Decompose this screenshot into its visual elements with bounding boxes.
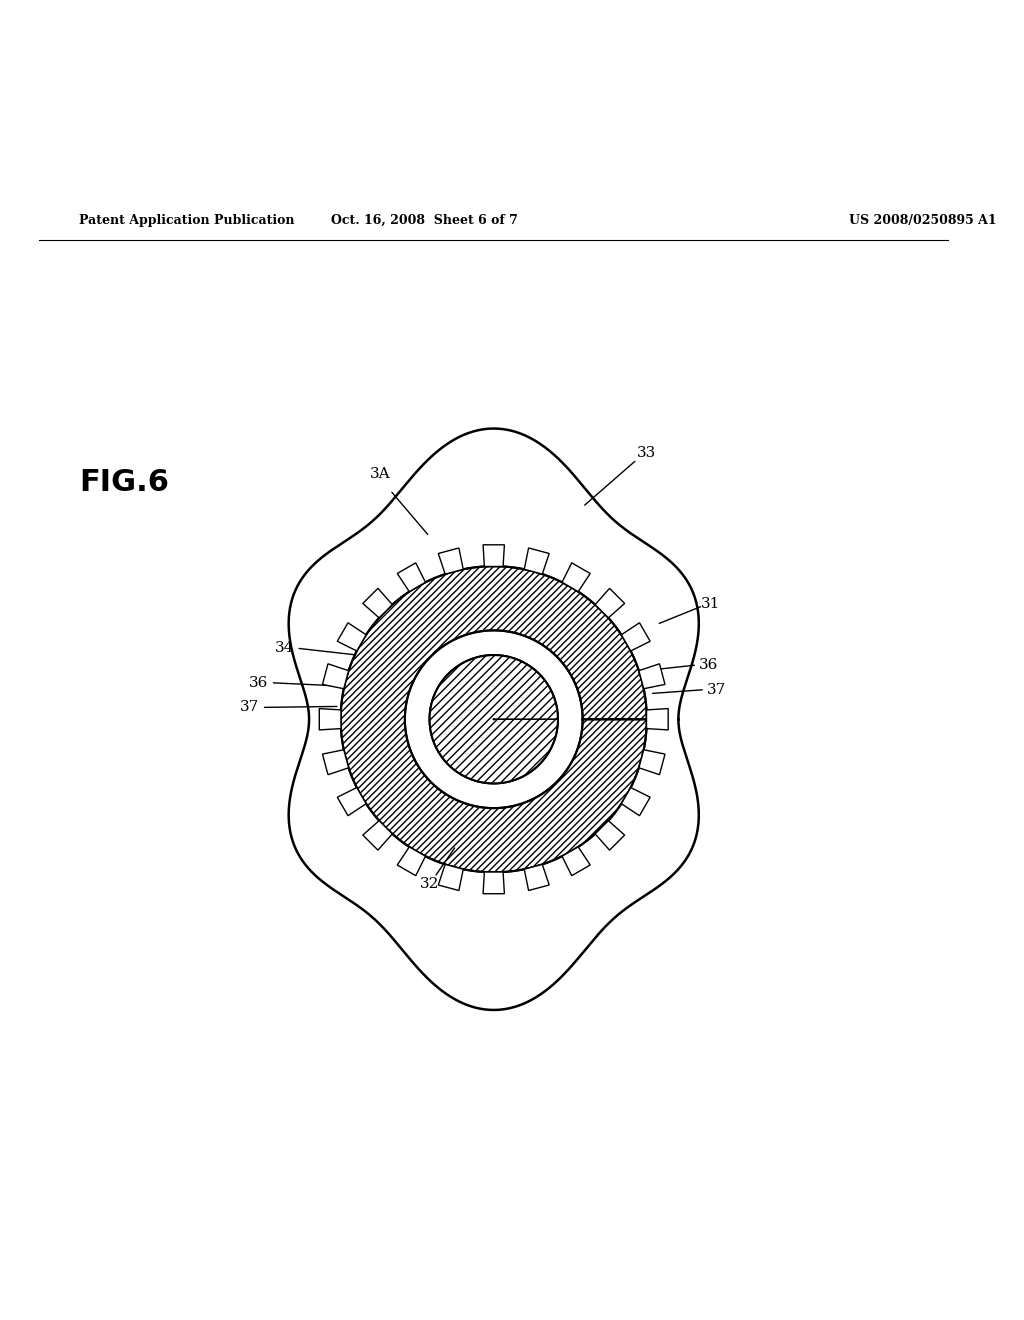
Polygon shape (524, 548, 549, 574)
Polygon shape (323, 664, 348, 689)
Polygon shape (362, 821, 392, 850)
Text: Oct. 16, 2008  Sheet 6 of 7: Oct. 16, 2008 Sheet 6 of 7 (331, 214, 518, 227)
Polygon shape (323, 750, 348, 775)
Polygon shape (337, 623, 367, 651)
Text: 3A: 3A (370, 467, 390, 482)
Polygon shape (562, 562, 590, 591)
Polygon shape (362, 589, 392, 618)
Circle shape (429, 655, 558, 784)
Polygon shape (562, 847, 590, 875)
Polygon shape (595, 589, 625, 618)
Polygon shape (483, 873, 505, 894)
Polygon shape (639, 750, 665, 775)
Polygon shape (622, 788, 650, 816)
Polygon shape (397, 562, 425, 591)
Text: FIG.6: FIG.6 (79, 467, 169, 496)
Polygon shape (622, 623, 650, 651)
Text: 2: 2 (488, 696, 500, 713)
Polygon shape (639, 664, 665, 689)
Text: Patent Application Publication: Patent Application Publication (79, 214, 295, 227)
Text: 37: 37 (708, 682, 727, 697)
Text: 36: 36 (699, 657, 719, 672)
Polygon shape (438, 548, 463, 574)
Polygon shape (595, 821, 625, 850)
Text: 34: 34 (274, 642, 294, 655)
Text: 36: 36 (249, 676, 268, 690)
Polygon shape (524, 865, 549, 891)
Text: 31: 31 (701, 597, 721, 611)
Polygon shape (438, 865, 463, 891)
Polygon shape (319, 709, 341, 730)
Polygon shape (483, 545, 505, 566)
Text: 37: 37 (241, 701, 259, 714)
Polygon shape (646, 709, 669, 730)
Text: 32: 32 (420, 878, 439, 891)
Polygon shape (397, 847, 425, 875)
Text: 33: 33 (637, 446, 656, 459)
Text: US 2008/0250895 A1: US 2008/0250895 A1 (849, 214, 996, 227)
Polygon shape (337, 788, 367, 816)
